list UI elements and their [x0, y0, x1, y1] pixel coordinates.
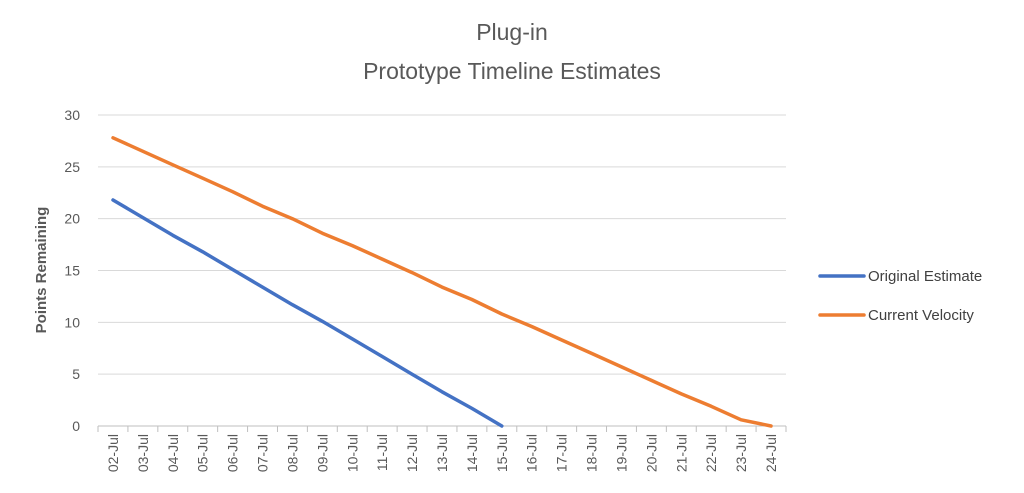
- series-lines: [111, 136, 773, 428]
- chart-title-line-2: Prototype Timeline Estimates: [363, 58, 661, 84]
- x-tick-label: 07-Jul: [255, 434, 271, 472]
- x-tick-label: 21-Jul: [673, 434, 689, 472]
- x-tick-label: 22-Jul: [703, 434, 719, 472]
- x-tick-label: 02-Jul: [105, 434, 121, 472]
- y-tick-label: 30: [64, 107, 80, 123]
- x-tick-label: 14-Jul: [464, 434, 480, 472]
- legend: Original Estimate Current Velocity: [818, 268, 982, 324]
- x-tick-label: 03-Jul: [135, 434, 151, 472]
- series-line-current-velocity: [111, 136, 773, 428]
- x-tick-label: 23-Jul: [733, 434, 749, 472]
- x-tick-label: 05-Jul: [195, 434, 211, 472]
- x-tick-label: 16-Jul: [524, 434, 540, 472]
- y-tick-label: 25: [64, 159, 80, 175]
- y-tick-label: 10: [64, 314, 80, 330]
- x-tick-label: 06-Jul: [225, 434, 241, 472]
- y-tick-label: 20: [64, 211, 80, 227]
- y-axis: 0 5 10 15 20 25 30: [64, 107, 80, 434]
- chart-title: Plug-in Prototype Timeline Estimates: [363, 19, 661, 84]
- x-tick-label: 09-Jul: [314, 434, 330, 472]
- gridlines: [98, 114, 786, 427]
- y-tick-label: 15: [64, 263, 80, 279]
- x-axis: 02-Jul 03-Jul 04-Jul 05-Jul 06-Jul 07-Jul 08-J…: [97, 426, 787, 472]
- legend-label: Original Estimate: [868, 268, 982, 285]
- x-tick-label: 04-Jul: [165, 434, 181, 472]
- x-tick-label: 24-Jul: [763, 434, 779, 472]
- y-axis-title: Points Remaining: [33, 207, 50, 334]
- x-tick-label: 08-Jul: [284, 434, 300, 472]
- x-tick-label: 12-Jul: [404, 434, 420, 472]
- x-tick-label: 17-Jul: [554, 434, 570, 472]
- chart-title-line-1: Plug-in: [476, 19, 548, 45]
- x-tick-label: 10-Jul: [344, 434, 360, 472]
- x-tick-label: 20-Jul: [643, 434, 659, 472]
- x-tick-label: 19-Jul: [613, 434, 629, 472]
- x-tick-label: 18-Jul: [584, 434, 600, 472]
- legend-label: Current Velocity: [868, 307, 974, 324]
- y-tick-label: 5: [72, 366, 80, 382]
- x-tick-label: 11-Jul: [374, 434, 390, 471]
- series-line-original-estimate: [111, 198, 504, 428]
- y-tick-label: 0: [72, 418, 80, 434]
- x-tick-label: 13-Jul: [434, 434, 450, 472]
- x-tick-label: 15-Jul: [494, 434, 510, 472]
